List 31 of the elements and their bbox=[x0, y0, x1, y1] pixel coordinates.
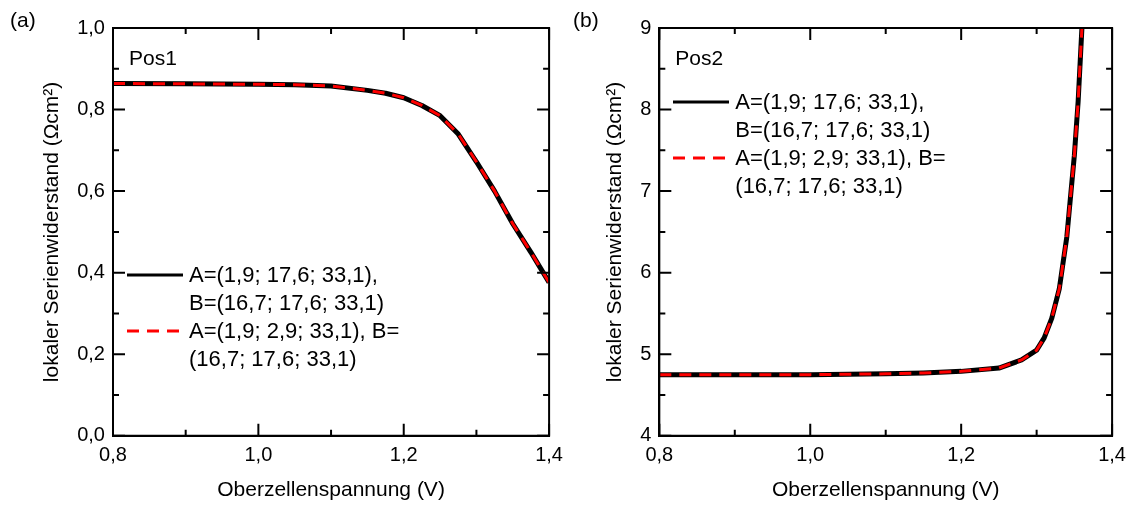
y-axis-title: lokaler Serienwiderstand (Ωcm²) bbox=[39, 81, 63, 383]
y-tick-label: 0,4 bbox=[77, 260, 105, 283]
x-tick-label: 1,4 bbox=[1098, 443, 1126, 466]
y-tick-label: 0,0 bbox=[77, 423, 105, 446]
x-tick-label: 0,8 bbox=[99, 443, 127, 466]
legend-label: A=(1,9; 17,6; 33,1), B=(16,7; 17,6; 33,1) bbox=[735, 88, 932, 144]
x-tick-label: 1,2 bbox=[389, 443, 418, 466]
y-tick-label: 0,6 bbox=[77, 178, 105, 201]
y-tick-label: 0,2 bbox=[77, 341, 105, 364]
x-tick-label: 1,0 bbox=[244, 443, 273, 466]
x-tick-label: 1,4 bbox=[535, 443, 563, 466]
x-axis-title: Oberzellenspannung (V) bbox=[217, 477, 445, 501]
text: (b) bbox=[573, 8, 599, 32]
y-tick-label: 9 bbox=[640, 15, 652, 38]
legend-label: A=(1,9; 2,9; 33,1), B=(16,7; 17,6; 33,1) bbox=[735, 144, 947, 200]
x-axis-title: Oberzellenspannung (V) bbox=[771, 477, 1000, 501]
x-tick-label: 1,2 bbox=[947, 443, 976, 466]
text: (a) bbox=[10, 8, 36, 32]
annotation: Pos2 bbox=[675, 46, 724, 70]
annotation: Pos1 bbox=[129, 46, 177, 70]
y-tick-label: 4 bbox=[640, 423, 652, 446]
y-tick-label: 6 bbox=[640, 260, 652, 283]
y-tick-label: 1,0 bbox=[77, 15, 105, 38]
legend-label: A=(1,9; 2,9; 33,1), B=(16,7; 17,6; 33,1) bbox=[189, 316, 401, 373]
y-axis-title: lokaler Serienwiderstand (Ωcm²) bbox=[602, 81, 626, 383]
legend-label: A=(1,9; 17,6; 33,1), B=(16,7; 17,6; 33,1) bbox=[189, 260, 386, 317]
y-tick-label: 7 bbox=[640, 178, 652, 201]
y-tick-label: 8 bbox=[640, 97, 652, 120]
y-tick-label: 5 bbox=[640, 341, 652, 364]
x-tick-label: 1,0 bbox=[796, 443, 825, 466]
y-tick-label: 0,8 bbox=[77, 97, 105, 120]
